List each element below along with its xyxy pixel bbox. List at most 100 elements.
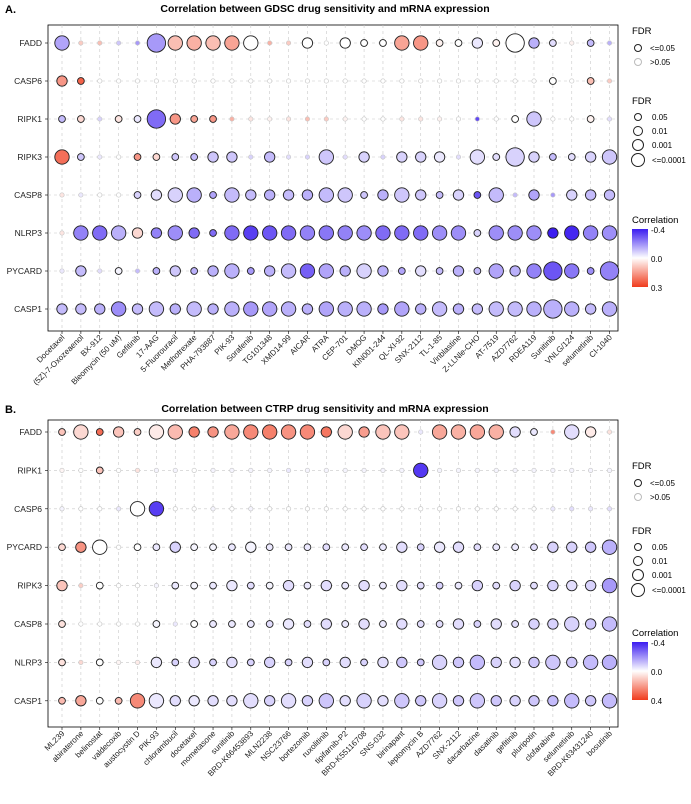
panel-b-dot xyxy=(209,620,217,628)
panel-a-dot xyxy=(569,116,575,122)
panel-a-dot xyxy=(131,227,144,239)
panel-b-dot xyxy=(337,424,353,440)
panel-b-dot xyxy=(78,467,84,473)
panel-b-dot xyxy=(243,424,259,440)
panel-a-dot xyxy=(146,33,167,53)
panel-b-gene-label: PYCARD xyxy=(7,542,42,552)
panel-a-dot xyxy=(264,189,276,201)
panel-a-dot xyxy=(437,78,443,84)
panel-b-dot xyxy=(78,506,84,512)
panel-a-dot xyxy=(356,225,372,241)
panel-b-dot xyxy=(169,541,181,553)
panel-a-fdr-legend: FDR <=0.05 >0.05 xyxy=(632,26,675,67)
panel-b-dot xyxy=(545,654,561,671)
panel-a-dot xyxy=(606,78,613,84)
panel-a-dot xyxy=(360,39,368,47)
panel-b-dot xyxy=(282,618,295,630)
panel-b-dot xyxy=(303,543,312,552)
panel-a-dot xyxy=(226,151,238,163)
panel-a-dot xyxy=(342,116,348,122)
panel-b-dot xyxy=(341,620,350,628)
panel-b-dot xyxy=(286,467,292,473)
panel-a-dot xyxy=(584,151,597,163)
panel-b-dot xyxy=(375,424,391,440)
panel-b-dot xyxy=(226,579,238,592)
panel-a-dot xyxy=(415,265,427,277)
panel-a-size-legend-title: FDR xyxy=(632,96,652,107)
panel-a-dot xyxy=(116,40,122,46)
panel-a-dot xyxy=(92,225,108,241)
panel-a-dot xyxy=(339,37,351,49)
panel-b-dot xyxy=(566,541,578,553)
panel-a-dot xyxy=(73,225,89,241)
panel-b-label: B. xyxy=(5,404,16,416)
panel-a-dot xyxy=(97,78,103,84)
panel-a-dot xyxy=(172,78,178,84)
panel-b-dot xyxy=(134,467,141,473)
panel-a-dot xyxy=(377,189,389,201)
panel-b-dot xyxy=(190,581,199,590)
panel-a-dot xyxy=(526,301,542,317)
panel-a-dot xyxy=(152,267,161,275)
panel-a-dot xyxy=(169,265,181,277)
panel-b-dot xyxy=(224,424,240,440)
panel-a-dot xyxy=(360,191,368,199)
panel-a-dot xyxy=(94,303,106,315)
panel-b-dot xyxy=(379,620,387,628)
panel-b-dot xyxy=(431,654,448,671)
panel-b-dot xyxy=(361,506,367,512)
panel-b-dot xyxy=(416,658,425,667)
panel-a-fdr-legend-nonsig-label: >0.05 xyxy=(650,58,671,67)
panel-a-dot xyxy=(209,115,217,123)
panel-b-dot xyxy=(188,656,200,669)
panel-a-size-key-1 xyxy=(633,126,643,136)
panel-b-fdr-legend-title: FDR xyxy=(632,461,652,472)
panel-b-dot xyxy=(58,620,66,628)
panel-b-dot xyxy=(339,656,351,669)
panel-a-dot xyxy=(248,78,254,84)
panel-a-dot xyxy=(528,189,540,201)
panel-a-dot xyxy=(77,153,85,161)
panel-a-size-key-2 xyxy=(632,139,644,151)
panel-b-dot xyxy=(301,656,314,669)
panel-a-dot xyxy=(299,225,316,241)
panel-b-dot xyxy=(418,429,424,435)
panel-b-dot xyxy=(469,424,486,440)
panel-b-dot xyxy=(394,693,410,709)
panel-b-dot xyxy=(134,659,141,665)
panel-b-dot xyxy=(303,581,312,590)
panel-a-dot xyxy=(337,187,353,203)
panel-b-dot xyxy=(564,616,580,632)
panel-a-dot xyxy=(418,78,424,84)
panel-a-dot xyxy=(435,191,444,199)
panel-a-colorbar-tick-0: -0.4 xyxy=(651,226,665,235)
panel-a-dot xyxy=(229,116,235,122)
panel-b-dot xyxy=(58,658,66,667)
panel-b-title: Correlation between CTRP drug sensitivit… xyxy=(161,403,488,415)
panel-b-dot xyxy=(606,429,613,435)
panel-b-dot xyxy=(301,695,314,707)
panel-a-dot xyxy=(505,33,525,53)
panel-b-dot xyxy=(264,656,276,669)
panel-b-dot xyxy=(493,467,499,473)
panel-a-dot xyxy=(114,115,123,123)
panel-a-dot xyxy=(528,37,540,49)
panel-b-dot xyxy=(78,583,84,589)
panel-b-dot xyxy=(547,579,559,592)
panel-a-size-label-0: 0.05 xyxy=(652,113,668,122)
panel-a-dot xyxy=(318,149,334,165)
panel-a-dot xyxy=(150,189,163,201)
panel-b-fdr-legend-sig-label: <=0.05 xyxy=(650,479,675,488)
panel-b-dot xyxy=(511,543,519,552)
panel-a-dot xyxy=(550,116,556,122)
panel-b-dot xyxy=(435,620,444,628)
panel-a-dot xyxy=(248,116,254,122)
panel-b-dot xyxy=(474,506,480,512)
panel-b-dot xyxy=(342,467,348,473)
panel-a-dot xyxy=(435,39,444,47)
panel-a-fdr-legend-nonsig-key xyxy=(634,58,642,66)
panel-b-size-label-1: 0.01 xyxy=(652,557,668,566)
panel-b-dot xyxy=(399,506,405,512)
panel-b-dots xyxy=(56,424,618,709)
panel-a-dot xyxy=(286,78,292,84)
